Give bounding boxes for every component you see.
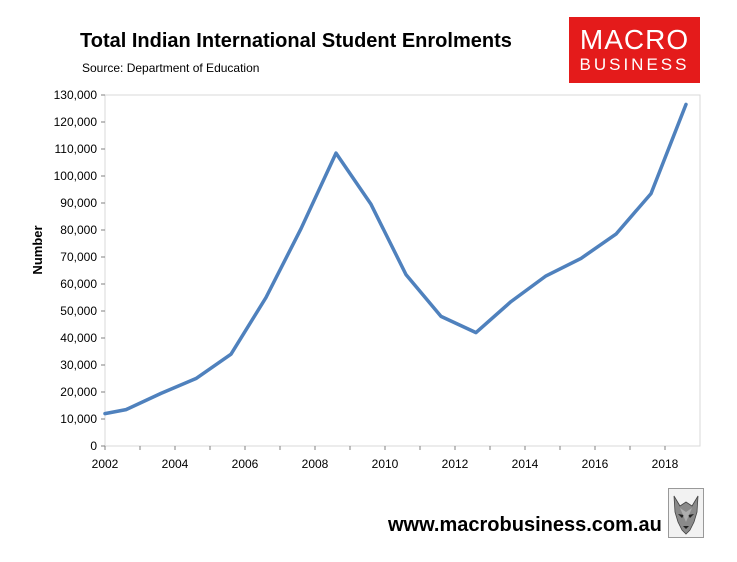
logo-line-2: BUSINESS <box>579 55 690 74</box>
y-axis-title: Number <box>30 225 45 274</box>
y-tick-label: 130,000 <box>54 88 98 102</box>
x-tick-label: 2002 <box>92 457 119 471</box>
y-tick-label: 100,000 <box>54 169 98 183</box>
y-tick-label: 30,000 <box>60 358 97 372</box>
y-tick-label: 110,000 <box>55 142 98 156</box>
y-tick-label: 50,000 <box>60 304 97 318</box>
y-tick-label: 70,000 <box>60 250 97 264</box>
x-tick-label: 2006 <box>232 457 259 471</box>
y-tick-label: 120,000 <box>54 115 98 129</box>
x-tick-label: 2012 <box>442 457 469 471</box>
y-tick-label: 40,000 <box>60 331 97 345</box>
y-axis: 0 10,000 20,000 30,000 40,000 50,000 60,000 70,… <box>54 88 105 453</box>
series-layer <box>103 102 688 416</box>
y-tick-label: 60,000 <box>60 277 97 291</box>
y-tick-label: 20,000 <box>60 385 97 399</box>
y-tick-label: 0 <box>90 439 97 453</box>
x-tick-label: 2018 <box>652 457 679 471</box>
x-tick-label: 2004 <box>162 457 189 471</box>
chart-subtitle: Source: Department of Education <box>82 61 260 75</box>
x-axis: 2002 2004 2006 2008 2010 2012 2014 2016 2018 <box>92 446 679 471</box>
y-tick-label: 80,000 <box>60 223 97 237</box>
x-tick-label: 2010 <box>372 457 399 471</box>
y-tick-label: 90,000 <box>60 196 97 210</box>
wolf-head-icon <box>668 488 704 538</box>
logo-line-1: MACRO <box>579 24 690 55</box>
macrobusiness-logo: MACRO BUSINESS <box>569 17 700 83</box>
x-tick-label: 2016 <box>582 457 609 471</box>
series-line <box>103 102 688 416</box>
x-tick-label: 2014 <box>512 457 539 471</box>
chart-title: Total Indian International Student Enrol… <box>80 30 512 52</box>
website-url: www.macrobusiness.com.au <box>388 514 662 536</box>
x-tick-label: 2008 <box>302 457 329 471</box>
y-tick-label: 10,000 <box>60 412 97 426</box>
